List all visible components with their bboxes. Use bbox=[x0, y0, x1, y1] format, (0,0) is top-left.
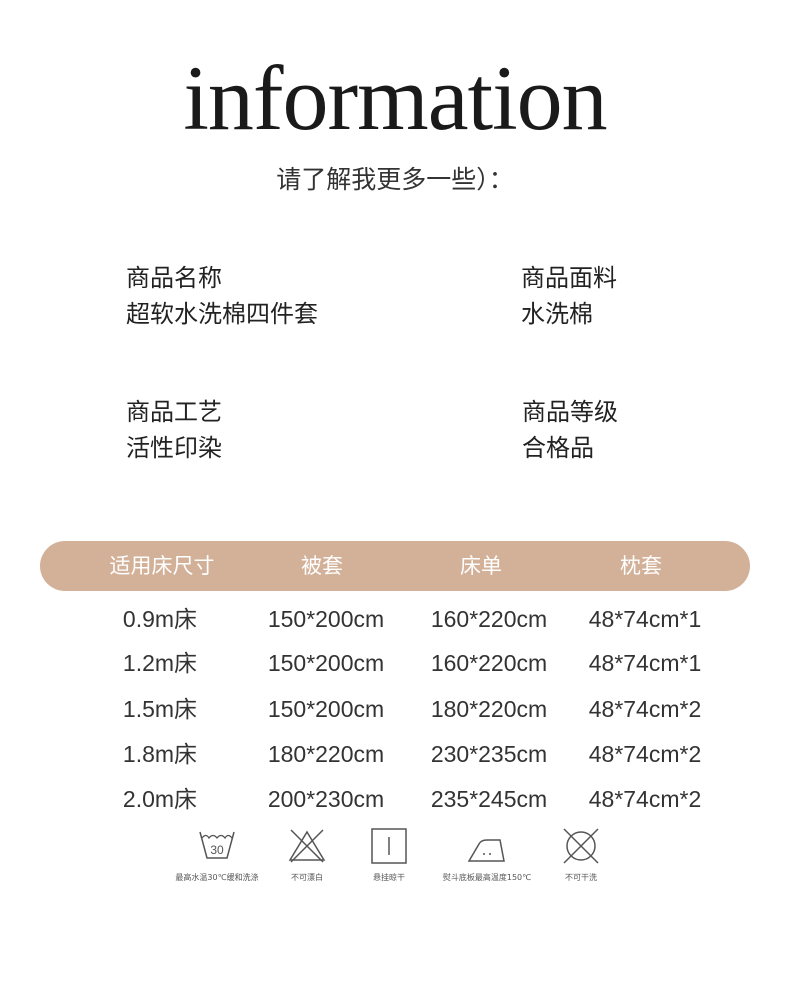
table-cell: 235*245cm bbox=[430, 786, 548, 812]
info-label: 商品工艺 bbox=[126, 398, 222, 426]
table-row: 1.2m床 150*200cm 160*220cm 48*74cm*1 bbox=[0, 644, 790, 684]
info-product-name: 商品名称 超软水洗棉四件套 bbox=[126, 260, 318, 332]
info-value: 超软水洗棉四件套 bbox=[126, 300, 318, 328]
table-row: 0.9m床 150*200cm 160*220cm 48*74cm*1 bbox=[0, 600, 790, 640]
iron-icon bbox=[467, 839, 505, 862]
info-value: 活性印染 bbox=[126, 434, 222, 462]
table-cell: 48*74cm*2 bbox=[588, 786, 702, 812]
info-grade: 商品等级 合格品 bbox=[522, 394, 618, 466]
wash-temp: 30 bbox=[210, 843, 224, 857]
table-row: 1.8m床 180*220cm 230*235cm 48*74cm*2 bbox=[0, 735, 790, 775]
bed-size-cell: 1.5m床 bbox=[122, 696, 198, 722]
bed-size-cell: 1.2m床 bbox=[122, 650, 198, 676]
bed-size-cell: 0.9m床 bbox=[122, 606, 198, 632]
no-dry-clean-icon bbox=[563, 828, 599, 864]
table-cell: 180*220cm bbox=[430, 696, 548, 722]
info-value: 水洗棉 bbox=[521, 300, 593, 328]
care-label: 熨斗底板最高温度150℃ bbox=[442, 873, 532, 882]
care-iron: 熨斗底板最高温度150℃ bbox=[427, 828, 547, 883]
care-label: 悬挂晾干 bbox=[373, 873, 405, 882]
care-wash-30: 30 最高水温30℃缓和洗涤 bbox=[157, 828, 277, 883]
page-subtitle: 请了解我更多一些）： bbox=[276, 165, 514, 194]
column-header: 枕套 bbox=[620, 554, 662, 578]
care-no-dry-clean: 不可干洗 bbox=[521, 828, 641, 883]
table-cell: 200*230cm bbox=[267, 786, 385, 812]
table-cell: 150*200cm bbox=[267, 696, 385, 722]
table-cell: 230*235cm bbox=[430, 741, 548, 767]
info-label: 商品面料 bbox=[521, 264, 617, 292]
care-hang-dry: 悬挂晾干 bbox=[329, 828, 449, 883]
table-cell: 160*220cm bbox=[430, 606, 548, 632]
care-label: 最高水温30℃缓和洗涤 bbox=[175, 873, 259, 882]
care-label: 不可干洗 bbox=[565, 873, 597, 882]
column-header: 被套 bbox=[301, 554, 343, 578]
table-row: 2.0m床 200*230cm 235*245cm 48*74cm*2 bbox=[0, 780, 790, 820]
table-cell: 48*74cm*2 bbox=[588, 741, 702, 767]
info-craft: 商品工艺 活性印染 bbox=[126, 394, 222, 466]
info-fabric: 商品面料 水洗棉 bbox=[521, 260, 617, 332]
bed-size-cell: 1.8m床 bbox=[122, 741, 198, 767]
info-label: 商品等级 bbox=[522, 398, 618, 426]
page-title: information bbox=[183, 47, 607, 149]
hang-dry-icon bbox=[371, 828, 407, 864]
table-row: 1.5m床 150*200cm 180*220cm 48*74cm*2 bbox=[0, 690, 790, 730]
care-no-bleach: 不可漂白 bbox=[247, 828, 367, 883]
size-table-header: 适用床尺寸 被套 床单 枕套 bbox=[40, 541, 750, 591]
no-bleach-icon bbox=[288, 829, 326, 863]
table-cell: 150*200cm bbox=[267, 650, 385, 676]
info-value: 合格品 bbox=[522, 434, 594, 462]
column-header: 床单 bbox=[460, 554, 502, 578]
column-header: 适用床尺寸 bbox=[109, 554, 215, 578]
table-cell: 150*200cm bbox=[267, 606, 385, 632]
wash-30-icon: 30 bbox=[199, 831, 235, 859]
table-cell: 48*74cm*1 bbox=[588, 606, 702, 632]
table-cell: 160*220cm bbox=[430, 650, 548, 676]
info-label: 商品名称 bbox=[126, 264, 222, 292]
care-label: 不可漂白 bbox=[291, 873, 323, 882]
bed-size-cell: 2.0m床 bbox=[122, 786, 198, 812]
table-cell: 48*74cm*2 bbox=[588, 696, 702, 722]
table-cell: 180*220cm bbox=[267, 741, 385, 767]
table-cell: 48*74cm*1 bbox=[588, 650, 702, 676]
